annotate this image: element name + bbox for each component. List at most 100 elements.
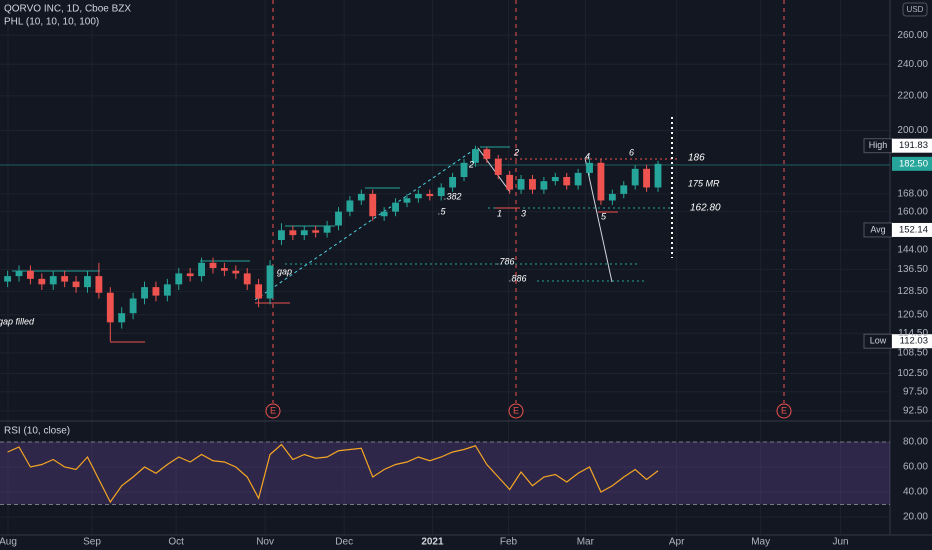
wave-label: 6 xyxy=(629,147,634,157)
candle-body xyxy=(106,292,114,323)
candle-body xyxy=(540,181,548,190)
price-tag-value: 152.14 xyxy=(899,224,928,235)
candle-body xyxy=(163,284,171,296)
candle-body xyxy=(608,193,616,201)
annotation: .382 xyxy=(444,191,462,201)
candle-body xyxy=(357,193,365,201)
indicator-title: PHL (10, 10, 10, 100) xyxy=(4,17,99,28)
wave-label: 3 xyxy=(521,208,526,218)
candle-body xyxy=(403,198,411,203)
candle-body xyxy=(27,270,34,279)
candle-body xyxy=(437,187,445,197)
candle-body xyxy=(232,270,240,274)
drawings xyxy=(0,117,890,343)
x-tick-label: Feb xyxy=(500,537,518,548)
rsi-line xyxy=(7,443,659,504)
annotation: gap filled xyxy=(0,316,35,326)
annotation: 162.80 xyxy=(690,203,721,214)
candle-body xyxy=(278,230,285,240)
currency-box xyxy=(902,2,928,17)
annotation: 175 MR xyxy=(688,178,720,188)
y-tick-label: 102.50 xyxy=(897,368,928,379)
candle-body xyxy=(175,273,183,285)
price-tag-box xyxy=(892,222,932,237)
price-tag-name: Low xyxy=(870,336,887,346)
candle-body xyxy=(220,268,228,271)
candle-body xyxy=(643,168,651,188)
candle-body xyxy=(312,230,320,233)
y-tick-label: 160.00 xyxy=(897,206,928,217)
chart-title: QORVO INC, 1D, Cboe BZX xyxy=(4,4,131,15)
wave-label: 2 xyxy=(513,147,519,157)
annotation: 186 xyxy=(688,153,705,164)
currency: USD xyxy=(907,5,924,14)
candle-body xyxy=(49,276,57,285)
y-tick-label: 92.50 xyxy=(903,405,928,416)
price-tags: High 191.83 182.50 Avg 152.14 Low 112.03 xyxy=(863,138,932,349)
annotation: .786 xyxy=(497,256,515,266)
x-tick-label: Dec xyxy=(335,537,353,548)
event-marker xyxy=(265,403,281,419)
x-tick-label: Aug xyxy=(0,537,17,548)
rsi-band-fill xyxy=(0,442,890,505)
candle-body xyxy=(323,225,331,233)
event-marker xyxy=(776,403,792,419)
y-tick-label: 97.50 xyxy=(903,386,928,397)
price-tag-box xyxy=(892,138,932,153)
candle-body xyxy=(517,179,525,190)
event-label: E xyxy=(270,405,276,415)
candle-body xyxy=(414,193,422,199)
candle-body xyxy=(369,193,377,217)
candle-body xyxy=(426,193,434,197)
candle-body xyxy=(380,211,388,217)
x-tick-label: Mar xyxy=(577,537,595,548)
event-marker xyxy=(508,403,524,419)
wave-label: 5 xyxy=(601,211,607,221)
price-tag-box xyxy=(892,334,932,349)
rsi-title: RSI (10, close) xyxy=(4,426,70,437)
candle-body xyxy=(15,270,23,277)
candle-body xyxy=(95,276,103,293)
y-tick-label: 40.00 xyxy=(903,487,928,498)
candle-body xyxy=(472,149,479,163)
y-tick-label: 128.50 xyxy=(897,286,928,297)
candle-body xyxy=(266,265,274,299)
y-tick-label: 168.00 xyxy=(897,189,928,200)
price-tag-name: High xyxy=(869,140,888,150)
y-tick-label: 108.50 xyxy=(897,347,928,358)
y-tick-label: 260.00 xyxy=(897,30,928,41)
candle-body xyxy=(392,202,399,212)
candle-body xyxy=(483,149,491,159)
candle-body xyxy=(300,230,308,236)
candle-body xyxy=(631,168,639,186)
candle-body xyxy=(186,273,194,277)
x-tick-label: 2021 xyxy=(421,537,444,548)
candle-body xyxy=(243,273,251,285)
candle-body xyxy=(118,313,126,323)
x-tick-label: Sep xyxy=(83,537,101,548)
y-tick-label: 240.00 xyxy=(897,59,928,70)
y-tick-label: 114.50 xyxy=(898,328,928,339)
candle-body xyxy=(574,172,582,186)
y-tick-label: 60.00 xyxy=(903,462,928,473)
rsi-band xyxy=(0,441,890,505)
candle-body xyxy=(198,262,206,277)
candle-body xyxy=(654,163,662,188)
candle-body xyxy=(255,284,263,299)
marks xyxy=(4,145,662,504)
candle-body xyxy=(141,287,148,299)
candle-body xyxy=(529,179,536,190)
x-tick-label: Jun xyxy=(832,537,848,548)
wave-label: 1 xyxy=(497,208,502,218)
event-label: E xyxy=(513,405,519,415)
candle-body xyxy=(289,230,297,236)
price-tag-name: Avg xyxy=(870,224,885,234)
candle-body xyxy=(620,185,628,194)
candle-body xyxy=(586,162,593,173)
y-tick-label: 200.00 xyxy=(897,125,928,136)
candle-body xyxy=(494,158,502,175)
y-tick-label: 144.00 xyxy=(897,245,928,256)
candle-body xyxy=(460,162,468,178)
event-label: E xyxy=(781,405,787,415)
trend-line xyxy=(584,157,613,283)
